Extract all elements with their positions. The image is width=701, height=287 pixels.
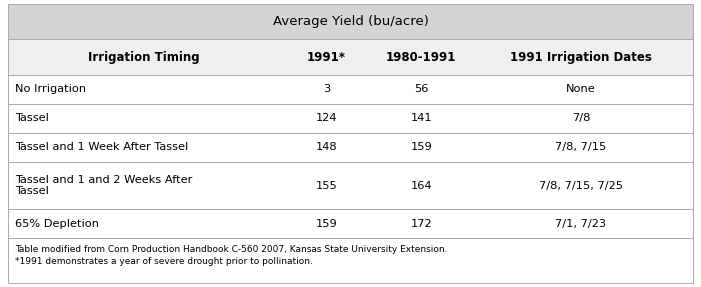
Text: 148: 148 [315, 142, 337, 152]
Text: 3: 3 [322, 84, 330, 94]
Text: Tassel and 1 and 2 Weeks After
Tassel: Tassel and 1 and 2 Weeks After Tassel [15, 175, 193, 196]
Text: 159: 159 [315, 219, 337, 229]
Text: 7/8, 7/15, 7/25: 7/8, 7/15, 7/25 [539, 181, 623, 191]
Bar [8, 133, 693, 162]
Text: 7/8: 7/8 [572, 113, 590, 123]
Text: 155: 155 [315, 181, 337, 191]
Bar [8, 162, 693, 209]
Bar [8, 40, 693, 75]
Text: 124: 124 [315, 113, 337, 123]
Bar [8, 104, 693, 133]
Text: 164: 164 [410, 181, 432, 191]
Bar [8, 75, 693, 104]
Text: 172: 172 [410, 219, 432, 229]
Text: Table modified from Corn Production Handbook C-560 2007, Kansas State University: Table modified from Corn Production Hand… [15, 245, 448, 266]
Text: None: None [566, 84, 596, 94]
Text: No Irrigation: No Irrigation [15, 84, 86, 94]
Text: Tassel and 1 Week After Tassel: Tassel and 1 Week After Tassel [15, 142, 189, 152]
Text: 56: 56 [414, 84, 428, 94]
Text: Tassel: Tassel [15, 113, 49, 123]
Bar [8, 4, 693, 40]
Text: 1980-1991: 1980-1991 [386, 51, 456, 64]
Text: 159: 159 [410, 142, 432, 152]
Text: 141: 141 [410, 113, 432, 123]
Text: 7/1, 7/23: 7/1, 7/23 [555, 219, 606, 229]
Text: Irrigation Timing: Irrigation Timing [88, 51, 200, 64]
Text: Average Yield (bu/acre): Average Yield (bu/acre) [273, 15, 428, 28]
Text: 7/8, 7/15: 7/8, 7/15 [555, 142, 606, 152]
Text: 65% Depletion: 65% Depletion [15, 219, 100, 229]
Text: 1991*: 1991* [307, 51, 346, 64]
Bar [8, 209, 693, 238]
Bar [8, 238, 693, 283]
Text: 1991 Irrigation Dates: 1991 Irrigation Dates [510, 51, 652, 64]
